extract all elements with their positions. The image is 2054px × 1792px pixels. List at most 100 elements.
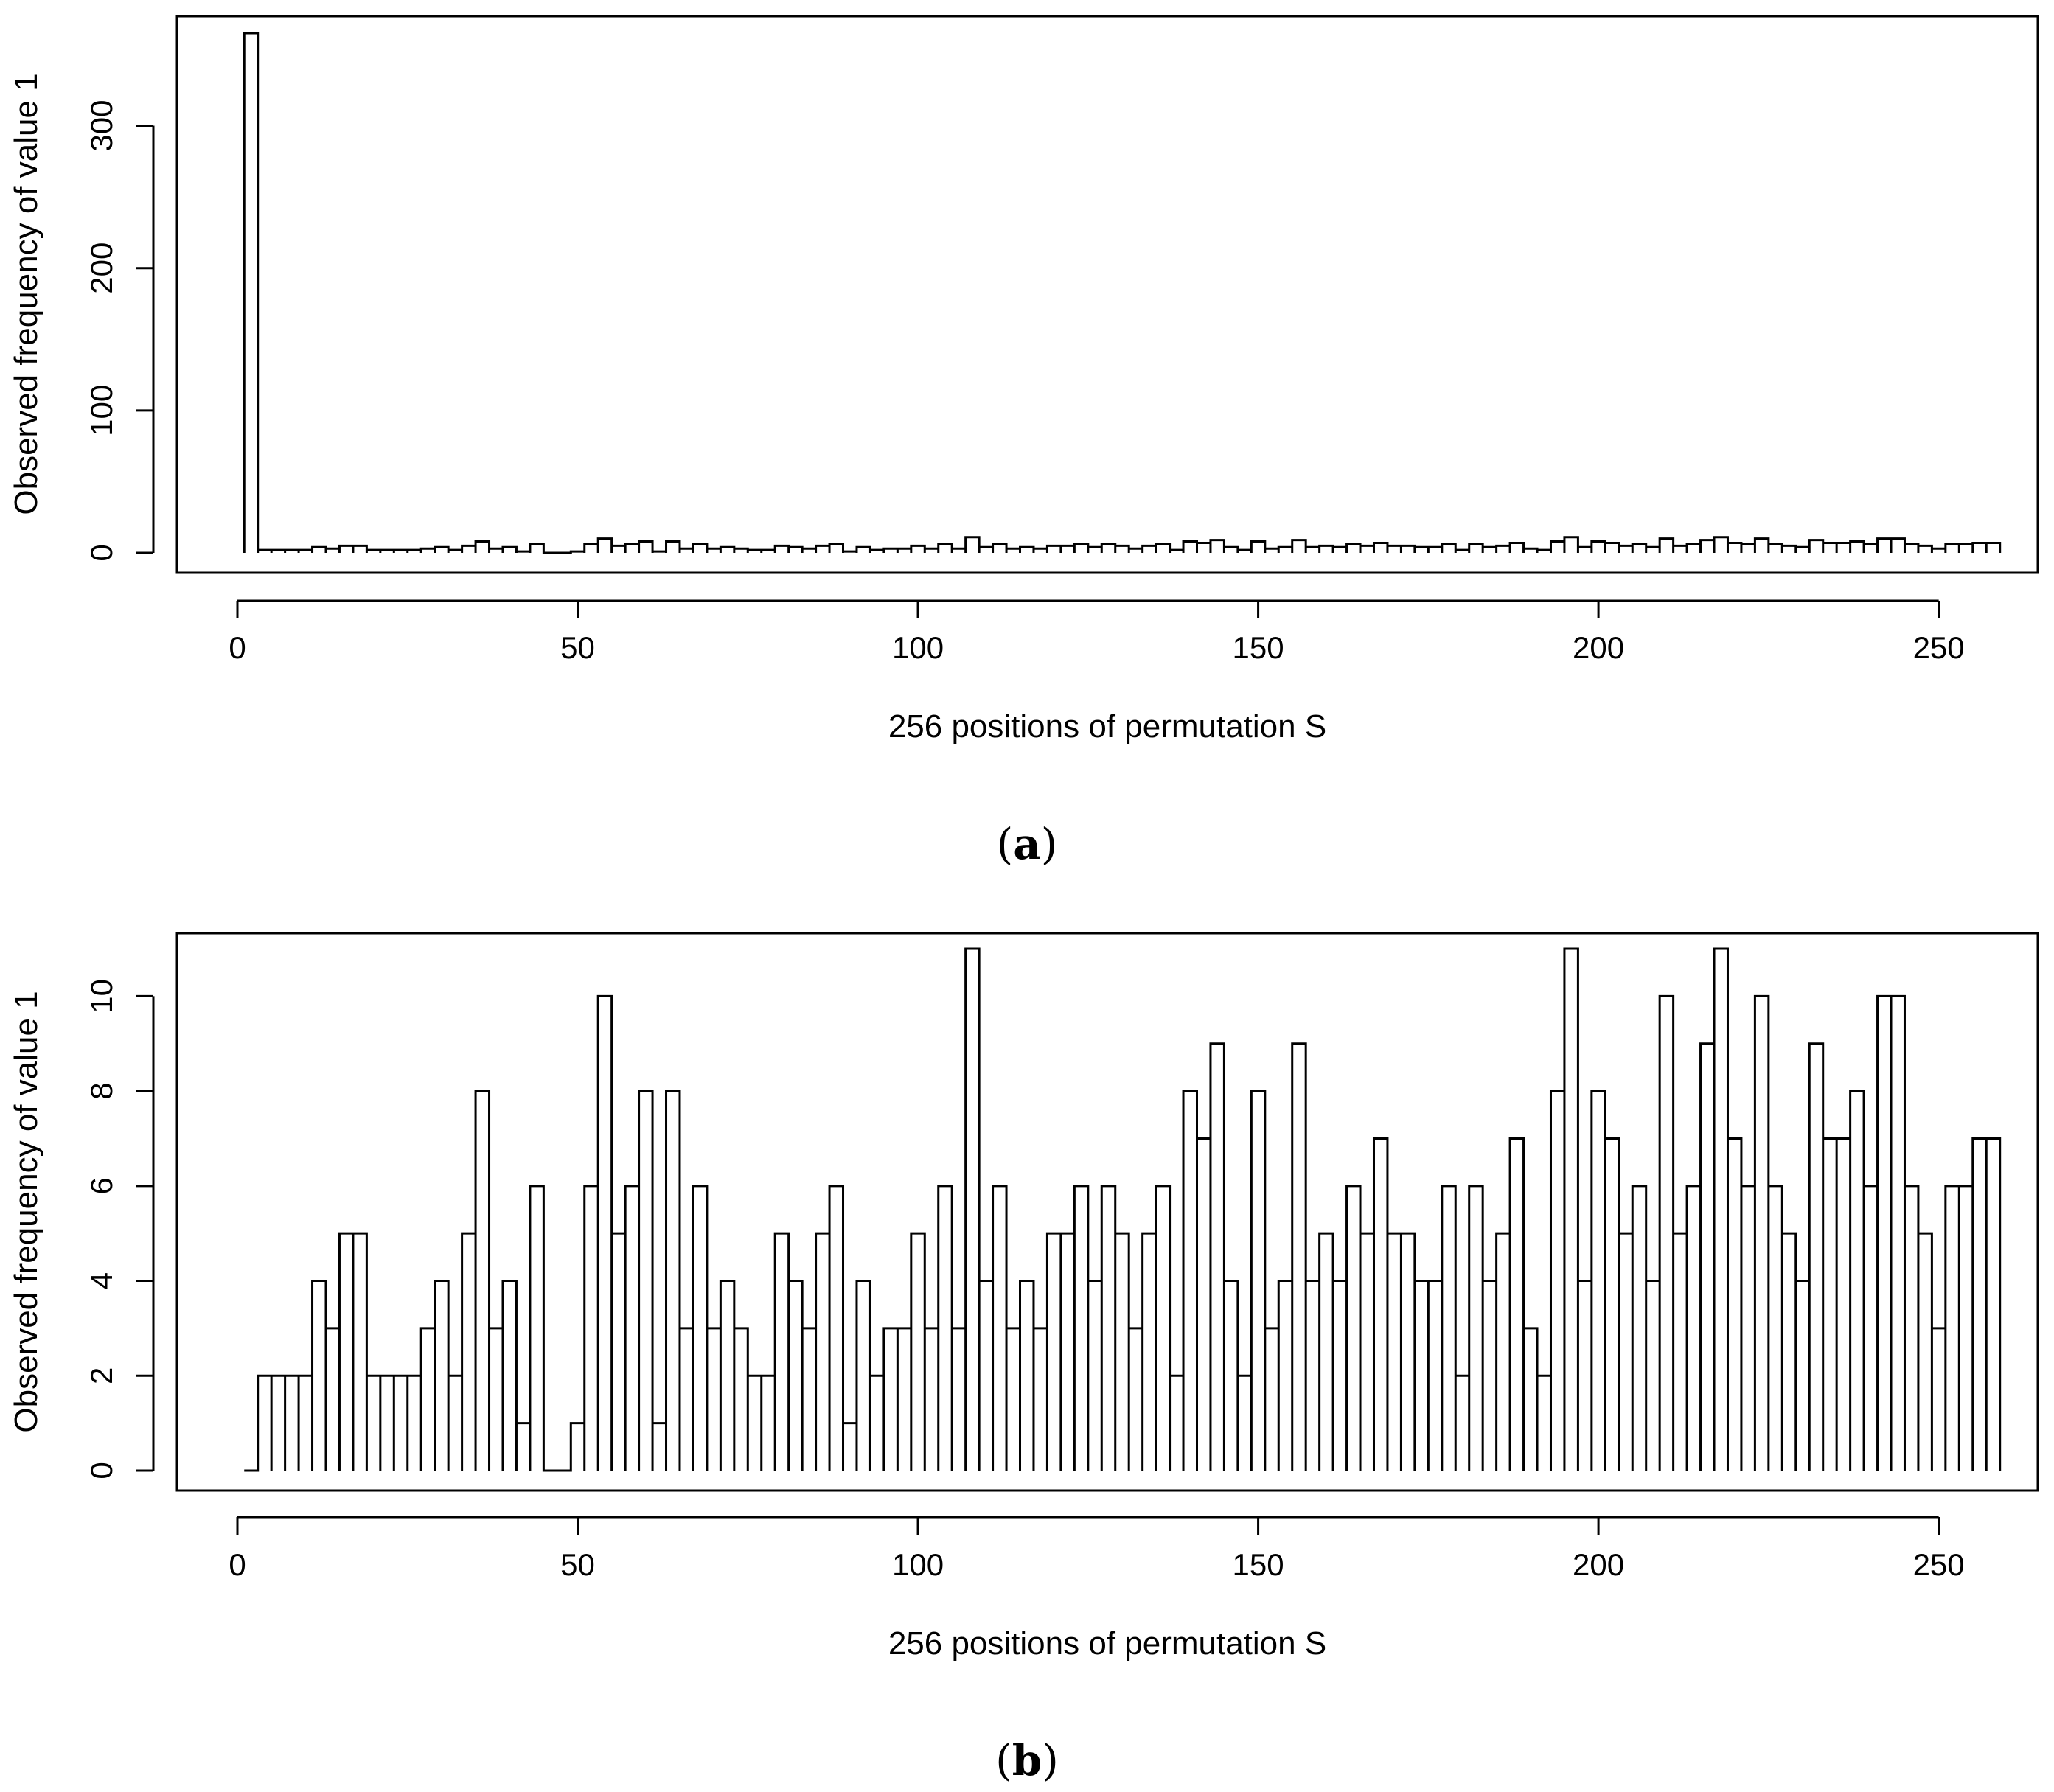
bar (1428, 1281, 1441, 1471)
bar (1497, 1233, 1510, 1471)
bar (1592, 1091, 1605, 1471)
histogram-outline (243, 32, 2002, 554)
bar (1006, 1328, 1020, 1471)
bar (1469, 1186, 1483, 1471)
bar (1986, 543, 1999, 553)
bar (720, 1281, 734, 1471)
bar (1646, 1281, 1660, 1471)
bar (911, 1233, 925, 1471)
bar (1727, 543, 1741, 553)
bar (516, 1423, 529, 1471)
bar (585, 1186, 598, 1471)
bar (1674, 1233, 1687, 1471)
bar (1224, 1281, 1237, 1471)
bar (366, 1376, 380, 1471)
panel-label: (a) (997, 819, 1058, 869)
bar (1034, 1328, 1047, 1471)
bar (1687, 1186, 1700, 1471)
bar (1537, 1376, 1550, 1471)
bar (1278, 1281, 1292, 1471)
bar (421, 1328, 434, 1471)
bar (326, 1328, 339, 1471)
bar (1878, 539, 1891, 553)
bar (1483, 1281, 1496, 1471)
bar (1510, 1138, 1523, 1471)
bar (1619, 1233, 1632, 1471)
panel-a: 0 50 100 150 200 250 0 100 200 300 256 positions… (8, 15, 2039, 869)
bar (952, 1328, 965, 1471)
y-tick-label: 8 (84, 1082, 119, 1099)
bar (1564, 949, 1578, 1471)
x-tick-label: 100 (892, 630, 944, 665)
bar (1986, 1138, 1999, 1471)
bar (1973, 543, 1986, 553)
bar (652, 1423, 666, 1471)
bar (1360, 1233, 1374, 1471)
y-axis: 0 100 200 300 (84, 100, 155, 562)
bar (313, 1281, 326, 1471)
bar (1292, 1044, 1306, 1471)
bar (1714, 949, 1727, 1471)
bar (1741, 544, 1755, 553)
bar (1809, 1044, 1823, 1471)
bar (966, 537, 979, 553)
bar (1891, 539, 1904, 553)
bar (639, 1091, 652, 1471)
bar (1347, 1186, 1360, 1471)
bar (1442, 1186, 1455, 1471)
bar (1701, 540, 1714, 553)
bar (1238, 1376, 1251, 1471)
y-axis-label: Observed frequency of value 1 (8, 991, 44, 1432)
panel-b: 0 50 100 150 200 250 0 2 4 6 8 10 256 positions of… (8, 932, 2039, 1785)
bar (993, 1186, 1006, 1471)
bar (829, 544, 843, 553)
bar (1183, 1091, 1197, 1471)
bar (1320, 1233, 1333, 1471)
bar (816, 1233, 829, 1471)
y-tick-label: 0 (84, 1462, 119, 1479)
bar (1129, 1328, 1142, 1471)
x-tick-label: 150 (1233, 1547, 1284, 1582)
bar (939, 1186, 952, 1471)
bar (1374, 543, 1387, 553)
x-tick-label: 0 (229, 630, 246, 665)
bar (1578, 1281, 1591, 1471)
bar (1101, 1186, 1115, 1471)
bar (734, 1328, 748, 1471)
x-tick-label: 150 (1233, 630, 1284, 665)
bar (1074, 544, 1087, 553)
bar (1755, 539, 1768, 553)
bar (353, 1233, 366, 1471)
bar (1156, 1186, 1169, 1471)
bar (1061, 1233, 1074, 1471)
bar (1197, 1138, 1210, 1471)
y-tick-label: 0 (84, 544, 119, 561)
y-tick-label: 200 (84, 243, 119, 294)
x-tick-label: 200 (1573, 1547, 1624, 1582)
bar (1864, 544, 1877, 553)
bar (1333, 1281, 1346, 1471)
bar (1755, 996, 1768, 1471)
bar (1837, 1138, 1850, 1471)
bar (1442, 544, 1455, 553)
bar (1265, 1328, 1278, 1471)
bar (897, 1328, 911, 1471)
bar (1143, 1233, 1156, 1471)
bar (1769, 1186, 1782, 1471)
bar (1101, 544, 1115, 553)
y-axis-label: Observed frequency of value 1 (8, 73, 44, 515)
bar (1605, 1138, 1618, 1471)
bar (1469, 544, 1483, 553)
x-axis-label: 256 positions of permutation S (888, 708, 1326, 745)
bar (1932, 1328, 1945, 1471)
bar (339, 1233, 352, 1471)
panel-label: (b) (995, 1735, 1059, 1785)
bar (829, 1186, 843, 1471)
bar (1115, 1233, 1129, 1471)
bar (1632, 1186, 1646, 1471)
bar (448, 1376, 462, 1471)
bar (476, 542, 489, 553)
plot-frame (175, 932, 2039, 1492)
bar (299, 1376, 312, 1471)
bar (1211, 540, 1224, 553)
